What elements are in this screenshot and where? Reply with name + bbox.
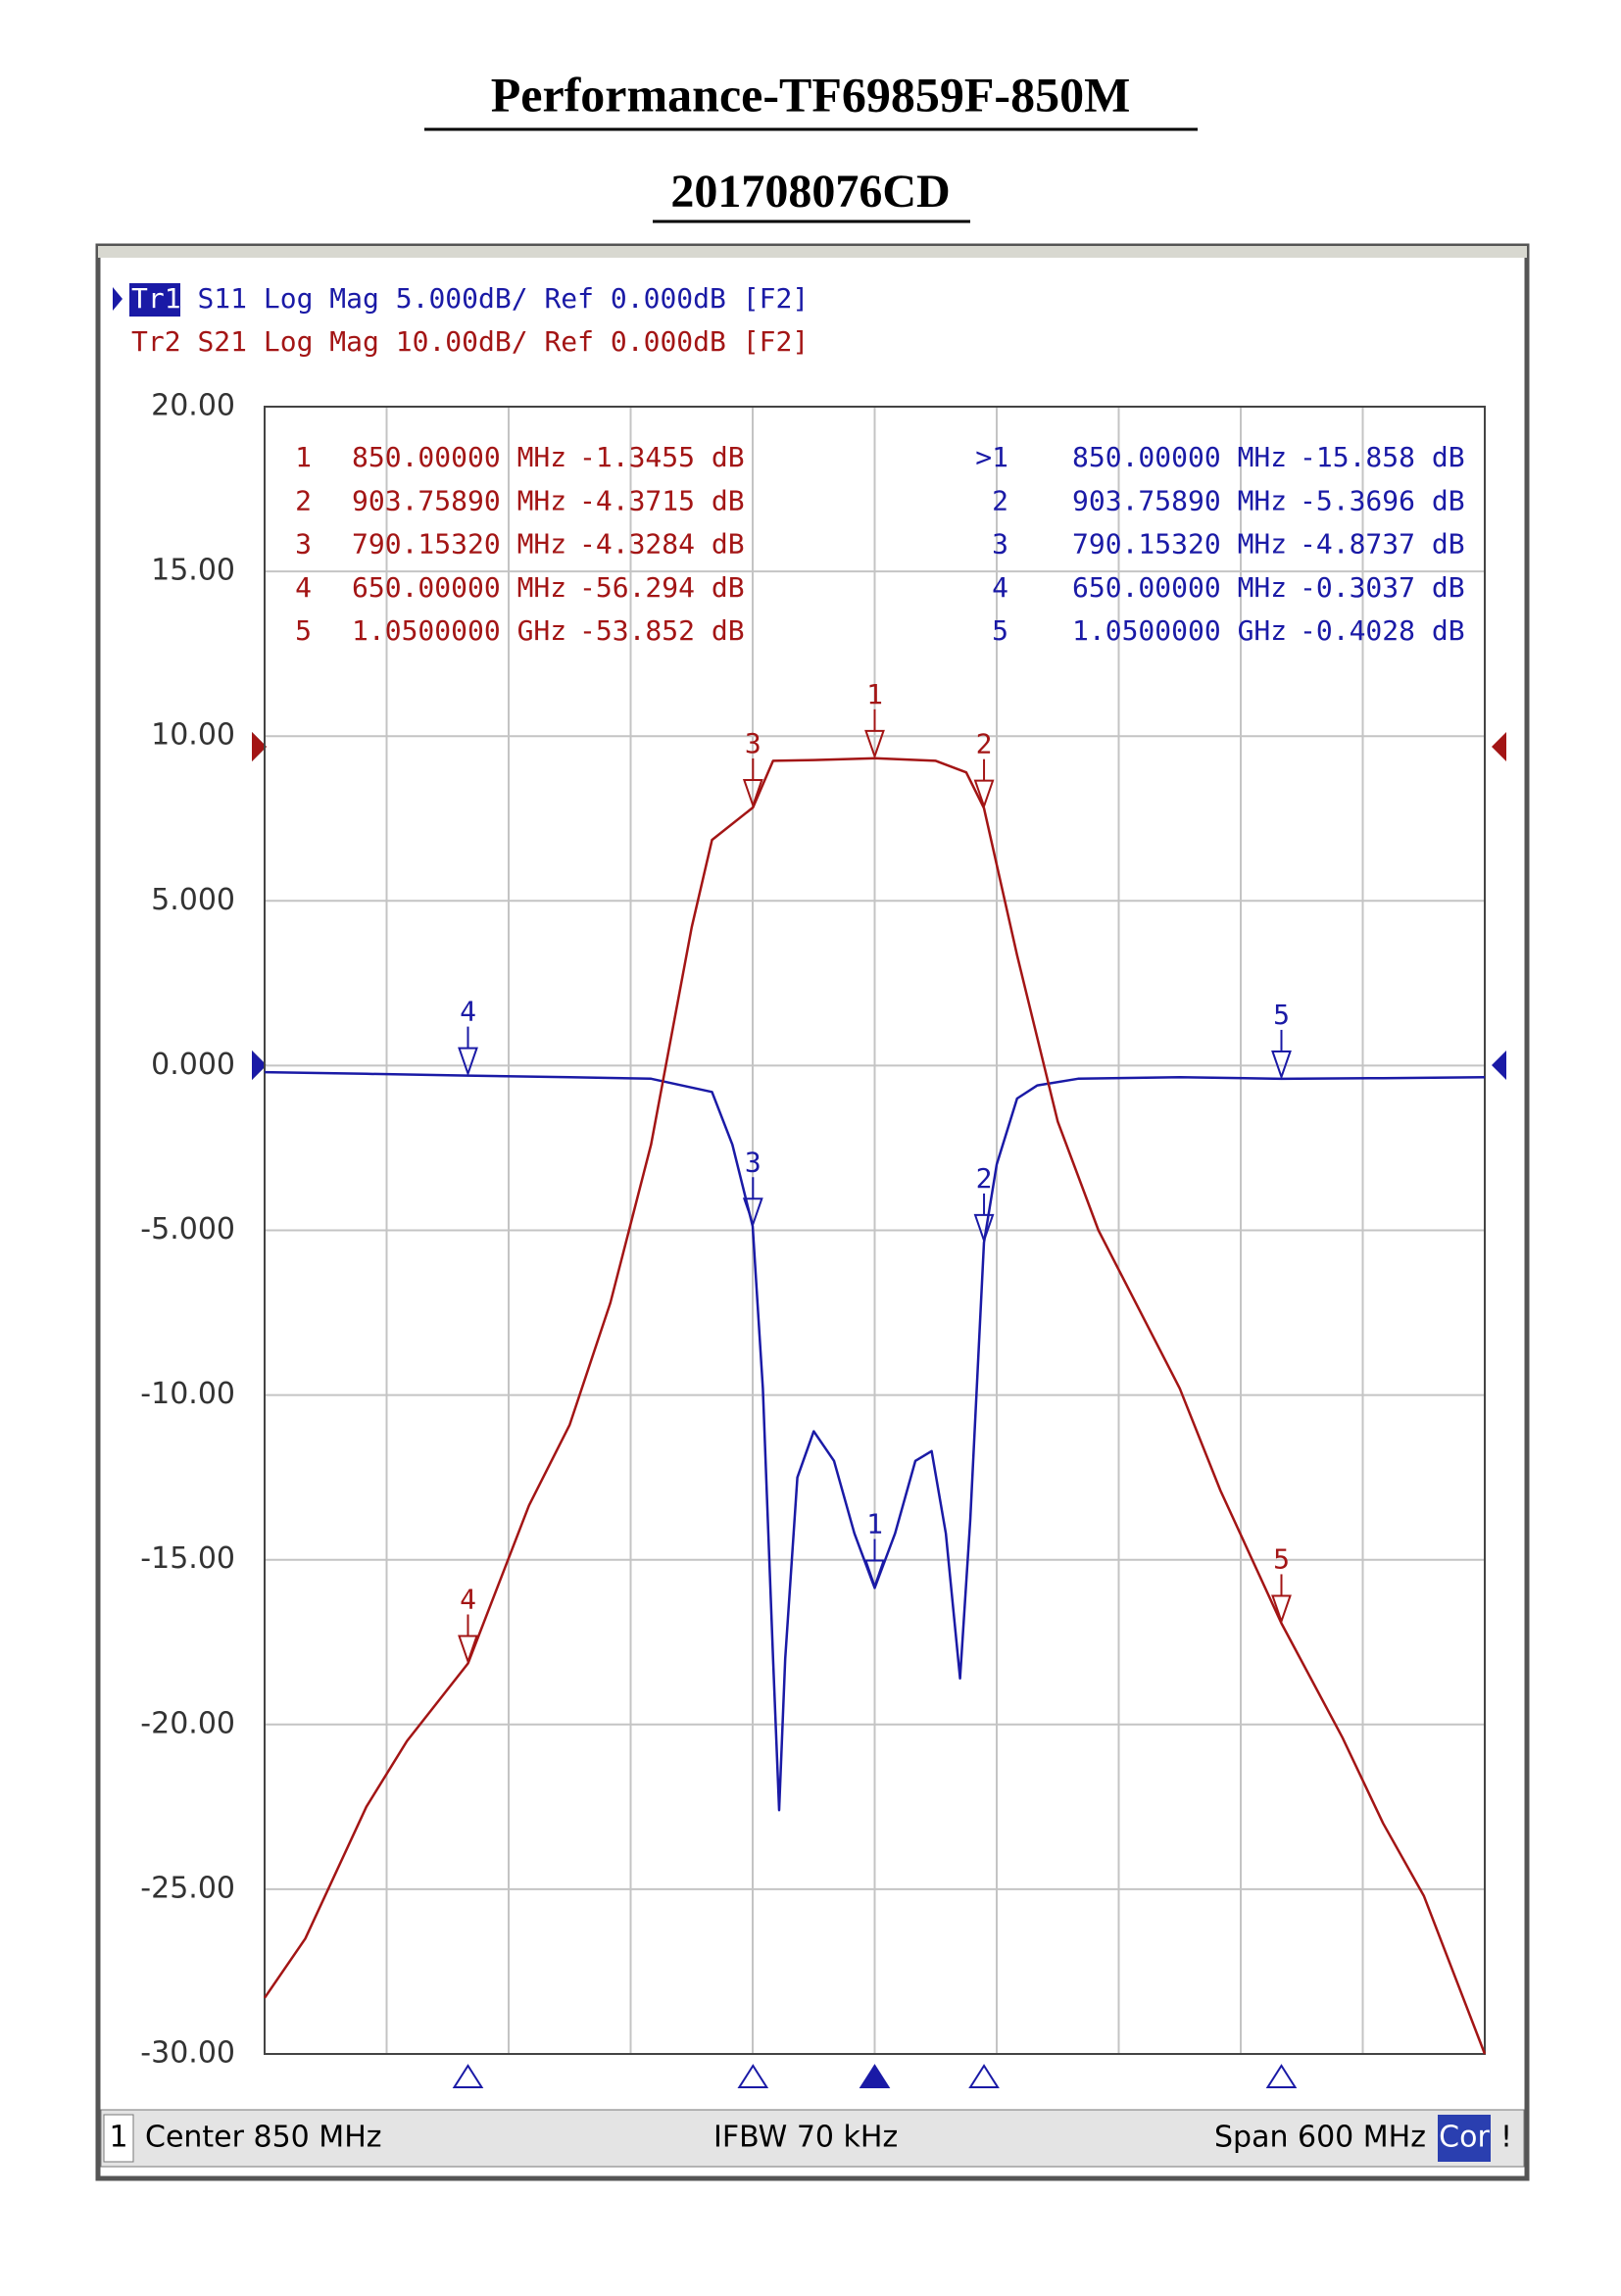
marker-label: 3 [745,1146,761,1178]
marker-table-value: -1.3455 dB [579,441,745,473]
y-tick-label: 0.000 [151,1048,235,1082]
ref-arrow-s11-left [252,1050,267,1080]
trace-format: Log Mag 10.00dB/ Ref 0.000dB [F2] [264,325,809,358]
y-tick-label: -30.00 [140,2036,235,2071]
marker-label: 4 [460,996,476,1028]
active-trace-box [129,283,180,317]
marker-table-id: 5 [992,614,1008,647]
marker-triangle [973,779,995,809]
marker-table-id: 2 [295,484,312,516]
marker-table-freq: 790.15320 MHz [1072,528,1287,561]
marker-table-id: 1 [295,441,312,473]
y-tick-label: 15.00 [151,554,235,588]
y-tick-label: -5.000 [140,1212,235,1246]
marker-label: 4 [460,1584,476,1616]
marker-label: 1 [866,1508,883,1540]
x-marker-indicator [737,2064,769,2088]
center-label: Center 850 MHz [145,2121,382,2155]
marker-table-value: -15.858 dB [1300,441,1465,473]
marker-table-value: -4.3715 dB [579,484,745,516]
trace-id: Tr1 [131,282,181,315]
y-tick-label: -10.00 [140,1377,235,1411]
marker-table-value: -5.3696 dB [1300,484,1465,516]
marker-table-freq: 850.00000 MHz [1072,441,1287,473]
marker-table-freq: 1.0500000 GHz [352,614,566,647]
marker-table-value: -53.852 dB [579,614,745,647]
marker-label: 5 [1273,1542,1290,1575]
plot-border [264,406,1486,2055]
flag-label: ! [1500,2121,1512,2155]
marker-table-id: 4 [992,571,1008,604]
trace-legend: Tr1 S11 Log Mag 5.000dB/ Ref 0.000dB [F2… [131,282,809,315]
marker-table-freq: 903.75890 MHz [352,484,566,516]
marker-triangle [864,729,885,759]
y-tick-label: 20.00 [151,389,235,423]
marker-table-id: 5 [295,614,312,647]
trace-legend: Tr2 S21 Log Mag 10.00dB/ Ref 0.000dB [F2… [131,325,809,358]
span-label: Span 600 MHz [1214,2121,1426,2155]
marker-table-freq: 650.00000 MHz [1072,571,1287,604]
marker-table-value: -4.8737 dB [1300,528,1465,561]
ifbw-label: IFBW 70 kHz [713,2121,898,2155]
active-trace-arrow [113,287,123,311]
ref-arrow-s21-left [252,732,267,761]
trace-line [264,1070,1486,1812]
x-marker-indicator [1265,2064,1298,2088]
ref-arrow-s21-right [1492,732,1506,761]
marker-label: 5 [1273,999,1290,1031]
marker-table-value: -4.3284 dB [579,528,745,561]
x-marker-indicator [968,2064,1000,2088]
analyzer-frame [95,243,1530,2181]
marker-table-freq: 1.0500000 GHz [1072,614,1287,647]
marker-label: 2 [976,1162,993,1195]
cor-label: Cor [1439,2121,1490,2155]
marker-label: 2 [976,728,993,760]
chart-title: Performance-TF69859F-850M [491,67,1131,122]
ref-arrow-s11-right [1492,1050,1506,1080]
marker-table-id: 2 [992,484,1008,516]
trace-format: Log Mag 5.000dB/ Ref 0.000dB [F2] [264,282,809,315]
marker-table-freq: 903.75890 MHz [1072,484,1287,516]
marker-triangle [864,1559,885,1589]
trace-name: S21 [197,325,247,358]
marker-table-id: 3 [295,528,312,561]
marker-table-freq: 790.15320 MHz [352,528,566,561]
marker-table-freq: 850.00000 MHz [352,441,566,473]
marker-triangle [973,1213,995,1244]
trace-id: Tr2 [131,325,181,358]
y-tick-label: 10.00 [151,718,235,753]
marker-table-id: >1 [975,441,1008,473]
chart-subtitle: 201708076CD [670,166,950,218]
marker-table-freq: 650.00000 MHz [352,571,566,604]
y-tick-label: -20.00 [140,1706,235,1740]
marker-label: 3 [745,727,761,759]
channel-label: 1 [109,2121,127,2155]
x-marker-indicator [452,2064,484,2088]
trace-name: S11 [197,282,247,315]
marker-table-id: 3 [992,528,1008,561]
y-tick-label: -25.00 [140,1871,235,1905]
marker-table-value: -56.294 dB [579,571,745,604]
channel-box [103,2114,134,2163]
marker-label: 1 [866,678,883,710]
marker-table-value: -0.3037 dB [1300,571,1465,604]
frame-top-bar [98,246,1527,258]
x-marker-indicator [859,2064,891,2088]
marker-table-id: 4 [295,571,312,604]
status-bar [100,2109,1525,2168]
y-tick-label: 5.000 [151,883,235,917]
cor-box [1438,2115,1491,2162]
y-tick-label: -15.00 [140,1541,235,1576]
marker-table-value: -0.4028 dB [1300,614,1465,647]
